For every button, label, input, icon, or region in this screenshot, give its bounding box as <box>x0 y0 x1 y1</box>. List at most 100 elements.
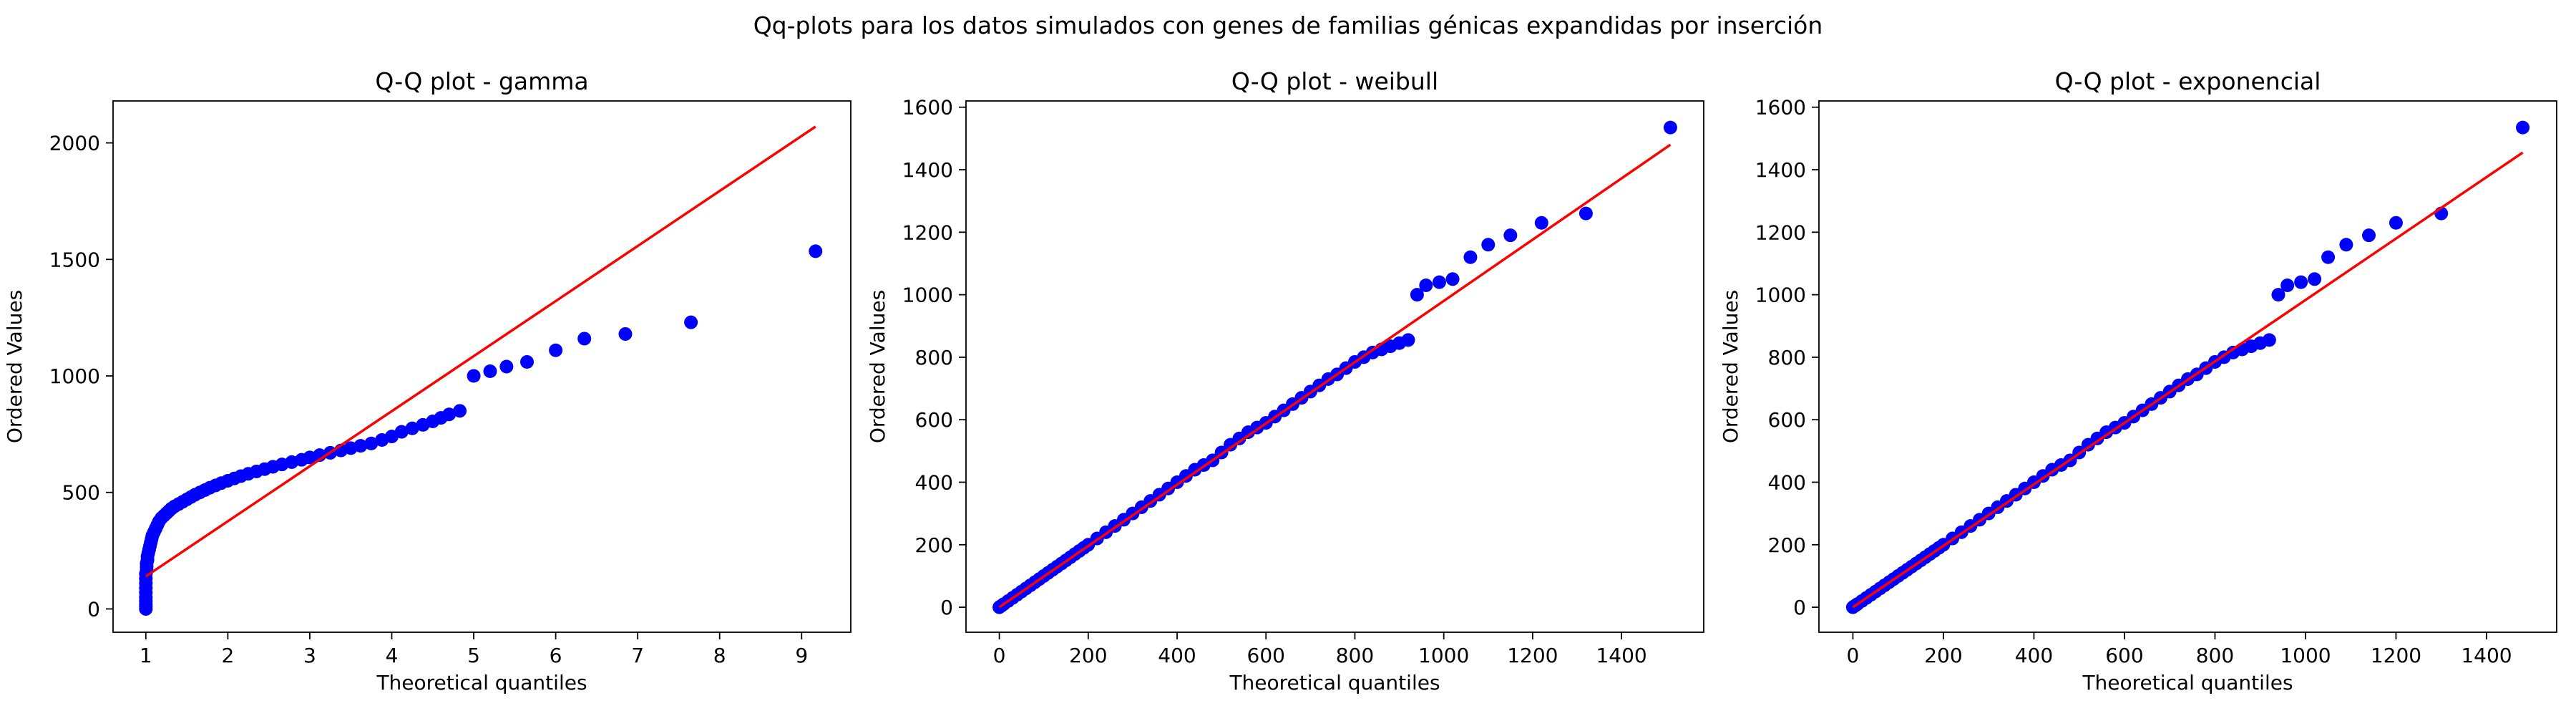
x-tick-label: 800 <box>1336 644 1374 667</box>
data-point <box>442 407 457 422</box>
y-tick-label: 0 <box>1793 596 1806 619</box>
y-tick-label: 1600 <box>1755 96 1806 120</box>
data-point <box>809 244 823 258</box>
fit-line <box>1852 151 2524 609</box>
fit-line <box>145 125 816 578</box>
data-point <box>1419 279 1433 293</box>
y-tick-label: 2000 <box>49 132 100 155</box>
panel-title: Q-Q plot - gamma <box>375 67 588 95</box>
x-axis-label: Theoretical quantiles <box>1229 671 1440 695</box>
x-tick-label: 1200 <box>1507 644 1558 667</box>
y-tick-label: 1000 <box>1755 284 1806 307</box>
y-tick-label: 1500 <box>49 248 100 271</box>
x-tick-label: 3 <box>303 644 316 667</box>
data-point <box>394 425 409 439</box>
data-point <box>483 364 497 379</box>
x-tick-label: 200 <box>1069 644 1107 667</box>
x-tick-label: 200 <box>1924 644 1962 667</box>
data-point <box>1579 206 1593 221</box>
data-point <box>499 359 514 374</box>
data-point <box>2294 275 2308 289</box>
x-tick-label: 1200 <box>2371 644 2421 667</box>
data-point <box>1463 250 1478 264</box>
data-point <box>1663 120 1677 135</box>
data-point <box>2339 238 2353 252</box>
data-point <box>1534 216 1548 230</box>
data-points <box>1845 120 2530 614</box>
y-tick-label: 1600 <box>902 96 953 120</box>
y-tick-label: 0 <box>87 597 100 621</box>
data-point <box>1503 228 1518 243</box>
x-tick-label: 9 <box>795 644 808 667</box>
x-tick-label: 6 <box>550 644 562 667</box>
y-tick-label: 1400 <box>902 158 953 182</box>
y-tick-label: 500 <box>62 481 100 505</box>
data-point <box>405 421 419 435</box>
data-point <box>1432 275 1446 289</box>
y-axis-label: Ordered Values <box>1719 290 1742 443</box>
x-tick-label: 4 <box>386 644 399 667</box>
y-tick-label: 1200 <box>902 221 953 244</box>
x-tick-label: 400 <box>2015 644 2053 667</box>
x-axis-label: Theoretical quantiles <box>376 671 587 695</box>
y-tick-label: 1000 <box>49 364 100 388</box>
x-tick-label: 5 <box>467 644 480 667</box>
x-tick-label: 1000 <box>1418 644 1469 667</box>
data-point <box>2321 250 2336 264</box>
data-point <box>467 369 481 383</box>
axes-frame <box>112 100 852 633</box>
x-tick-label: 7 <box>631 644 644 667</box>
data-point <box>2389 216 2403 230</box>
x-axis-label: Theoretical quantiles <box>2082 671 2293 695</box>
figure-suptitle: Qq-plots para los datos simulados con ge… <box>753 11 1823 39</box>
x-tick-label: 400 <box>1158 644 1196 667</box>
x-tick-label: 1400 <box>2461 644 2512 667</box>
data-point <box>1401 333 1415 347</box>
qq-panel-1: Q-Q plot - gamma 1 2 3 4 5 6 7 8 9 0 500 1000 1500 200… <box>3 67 852 695</box>
x-tick-label: 0 <box>993 644 1006 667</box>
y-tick-label: 1200 <box>1755 221 1806 244</box>
data-point <box>453 404 467 418</box>
x-tick-label: 600 <box>2105 644 2143 667</box>
data-point <box>2308 272 2322 286</box>
y-tick-label: 1000 <box>902 284 953 307</box>
x-tick-label: 1400 <box>1596 644 1646 667</box>
data-point <box>2516 120 2530 135</box>
data-point <box>1410 288 1424 302</box>
y-tick-label: 800 <box>1768 346 1806 369</box>
y-tick-label: 600 <box>1768 408 1806 432</box>
y-axis-label: Ordered Values <box>866 290 889 443</box>
x-tick-label: 0 <box>1847 644 1860 667</box>
data-point <box>618 326 633 341</box>
data-point <box>684 315 698 329</box>
y-axis-label: Ordered Values <box>3 290 26 443</box>
x-tick-label: 1000 <box>2280 644 2331 667</box>
panel-title: Q-Q plot - weibull <box>1231 67 1438 95</box>
x-tick-label: 2 <box>221 644 234 667</box>
data-point <box>2362 228 2376 243</box>
plot-panels: Q-Q plot - gamma 1 2 3 4 5 6 7 8 9 0 500 1000 1500 200… <box>3 67 2557 695</box>
y-tick-label: 200 <box>1768 533 1806 557</box>
data-point <box>520 354 535 369</box>
data-point <box>2262 333 2276 347</box>
x-tick-label: 1 <box>140 644 152 667</box>
panel-title: Q-Q plot - exponencial <box>2055 67 2321 95</box>
y-tick-label: 400 <box>915 470 953 494</box>
data-point <box>577 332 592 346</box>
data-point <box>2280 279 2295 293</box>
data-point <box>549 343 563 357</box>
y-tick-label: 400 <box>1768 470 1806 494</box>
y-tick-label: 200 <box>915 533 953 557</box>
y-tick-label: 800 <box>915 346 953 369</box>
axes-frame <box>965 100 1704 633</box>
data-point <box>2271 288 2285 302</box>
x-tick-label: 800 <box>2196 644 2234 667</box>
data-point <box>353 439 368 453</box>
y-tick-label: 600 <box>915 408 953 432</box>
data-points <box>139 244 823 616</box>
y-tick-label: 1400 <box>1755 158 1806 182</box>
y-tick-label: 0 <box>940 596 953 619</box>
x-tick-label: 600 <box>1247 644 1285 667</box>
data-point <box>1445 272 1460 286</box>
